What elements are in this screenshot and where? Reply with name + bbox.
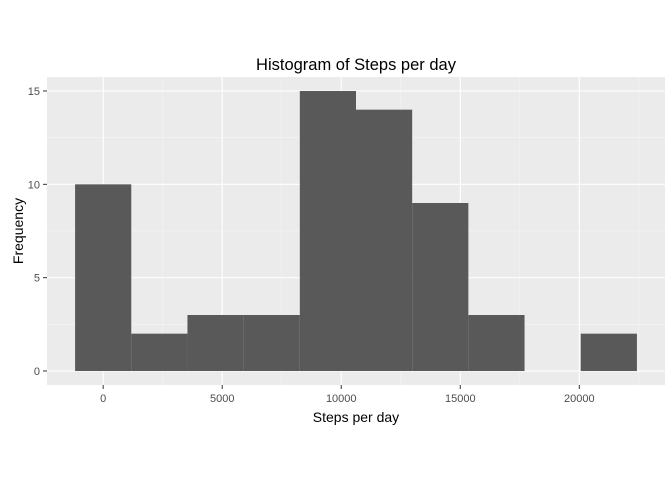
x-tick-label: 20000	[564, 393, 595, 405]
y-tick-label: 5	[34, 273, 40, 285]
histogram-bar	[412, 203, 469, 371]
x-axis-ticks: 0 5000 10000 15000 20000	[100, 385, 595, 405]
y-tick-label: 0	[34, 366, 40, 378]
histogram-bars	[75, 91, 637, 372]
y-tick-label: 10	[28, 179, 40, 191]
histogram-bar	[187, 315, 244, 371]
histogram-bar	[356, 109, 413, 372]
x-axis-title: Steps per day	[313, 409, 399, 425]
x-tick-label: 10000	[326, 393, 357, 405]
histogram-bar	[580, 333, 637, 371]
histogram-bar	[468, 315, 525, 371]
histogram-bar	[243, 315, 300, 371]
histogram-bar	[299, 91, 356, 371]
x-tick-label: 0	[100, 393, 106, 405]
chart-title: Histogram of Steps per day	[256, 56, 457, 74]
histogram-bar	[131, 333, 188, 371]
x-tick-label: 15000	[445, 393, 476, 405]
x-tick-label: 5000	[210, 393, 234, 405]
y-axis-ticks: 0 5 10 15	[28, 86, 47, 378]
y-axis-title: Frequency	[10, 198, 26, 264]
y-tick-label: 15	[28, 86, 40, 98]
histogram-bar	[75, 184, 132, 371]
